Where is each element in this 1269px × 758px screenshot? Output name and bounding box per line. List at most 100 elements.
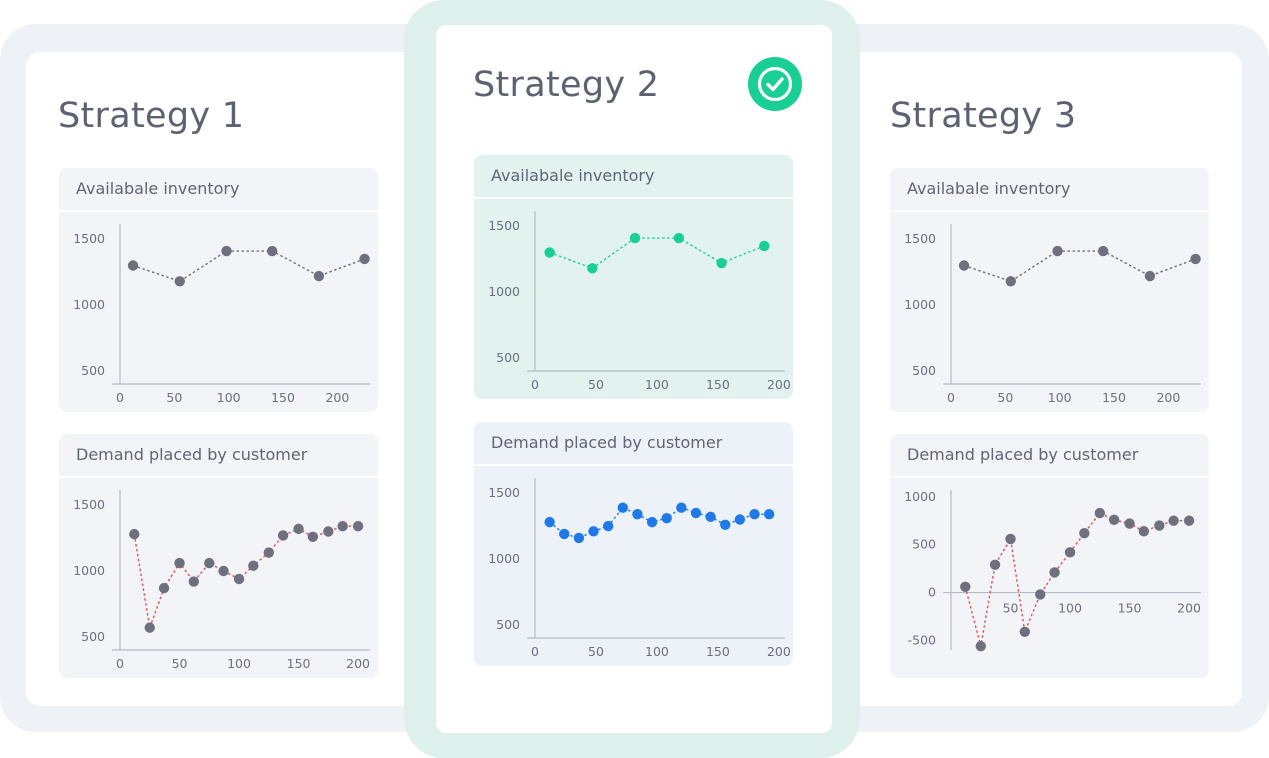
y-tick-label: 500 [912,537,936,552]
x-tick-label: 200 [767,377,791,392]
x-tick-label: 100 [217,390,241,405]
series-line [133,525,359,631]
strategy-1-card[interactable]: Strategy 1 Availabale inventory 500 1000 1… [26,52,420,706]
check-circle-icon [748,57,802,111]
x-tick-label: 0 [947,390,955,405]
data-point [646,516,658,528]
y-tick-label: 1000 [488,551,520,566]
chart-title: Demand placed by customer [890,434,1209,478]
data-point [293,523,304,535]
x-tick-label: 50 [172,656,188,671]
x-tick-label: 0 [116,656,124,671]
x-tick-label: 50 [997,390,1013,405]
data-point [263,547,275,558]
card-title: Strategy 3 [890,96,1077,136]
x-tick-label: 200 [767,644,791,659]
y-tick-label: -500 [908,632,936,647]
data-point [323,526,334,537]
data-point [204,557,215,569]
y-tick-label: 500 [81,363,105,378]
inventory-chart-panel: Availabale inventory 500 1000 1500 0 50 100 15… [474,155,793,399]
y-tick-label: 1500 [73,497,105,512]
data-point [1035,589,1046,600]
data-point [174,276,185,287]
data-point [307,531,319,542]
x-tick-label: 200 [1156,390,1180,405]
data-point [544,516,555,528]
x-tick-label: 50 [166,390,182,405]
x-tick-label: 0 [116,390,124,405]
data-point [1019,626,1031,638]
y-tick-label: 1000 [73,297,105,312]
inventory-chart: 500 1000 1500 0 50 100 150 200 [488,211,791,392]
data-point [277,530,289,541]
data-point [690,507,702,519]
data-point [158,582,170,594]
data-point [544,247,555,258]
data-point [337,521,348,532]
x-tick-label: 0 [531,644,539,659]
data-point [958,260,970,271]
x-tick-label: 200 [1177,601,1201,616]
chart-title: Availabale inventory [474,155,793,199]
chart-title: Availabale inventory [890,168,1209,212]
data-point [960,581,971,592]
data-point [705,511,716,523]
data-point [127,260,139,271]
x-tick-label: 100 [645,644,669,659]
data-point [1005,276,1016,287]
x-tick-label: 100 [1048,390,1072,405]
strategy-3-card[interactable]: Strategy 3 Availabale inventory 500 1000 1… [850,52,1242,706]
y-tick-label: 1000 [904,297,936,312]
data-point [617,502,629,513]
series-line [963,250,1196,283]
data-point [759,240,770,252]
demand-chart-panel: Demand placed by customer -500 0 500 1000 50… [890,434,1209,678]
x-tick-label: 150 [1118,601,1142,616]
inventory-chart-panel: Availabale inventory 500 1000 1500 0 50 100 15… [59,168,378,412]
data-point [174,557,185,569]
data-point [1190,253,1201,265]
data-point [313,270,325,282]
data-point [144,622,155,633]
data-point [1079,527,1090,539]
data-point [763,509,775,520]
x-tick-label: 50 [1003,601,1019,616]
data-point [188,576,200,587]
data-point [1052,245,1063,257]
x-tick-label: 200 [346,656,370,671]
series-line [964,512,1190,647]
strategy-2-card[interactable]: Strategy 2 Availabale inventory 500 1000 1… [436,25,832,733]
data-point [1049,567,1060,578]
demand-chart: 500 1000 1500 0 50 100 150 200 [73,490,370,671]
data-point [673,232,685,244]
data-point [1097,245,1109,257]
data-point [989,559,1001,570]
x-tick-label: 100 [1058,601,1082,616]
data-point [1005,533,1016,545]
x-tick-label: 150 [1102,390,1126,405]
data-point [632,509,643,520]
data-point [266,245,278,257]
card-title: Strategy 2 [473,65,660,105]
inventory-chart: 500 1000 1500 0 50 100 150 200 [904,224,1201,405]
data-point [1138,526,1150,537]
y-tick-label: 0 [928,585,936,600]
series-line [132,250,365,283]
data-point [975,640,986,652]
x-tick-label: 150 [706,644,730,659]
demand-chart: 500 1000 1500 0 50 100 150 200 [488,478,791,659]
series-line [549,506,770,539]
inventory-chart: 500 1000 1500 0 50 100 150 200 [73,224,370,405]
data-point [676,502,687,513]
data-point [1154,520,1165,531]
chart-title: Demand placed by customer [474,422,793,466]
data-point [587,263,598,274]
data-point [588,526,599,537]
x-tick-label: 200 [325,390,349,405]
x-tick-label: 100 [227,656,251,671]
card-title: Strategy 1 [58,96,245,136]
x-tick-label: 100 [645,377,669,392]
data-point [749,509,760,520]
data-point [1144,270,1156,282]
